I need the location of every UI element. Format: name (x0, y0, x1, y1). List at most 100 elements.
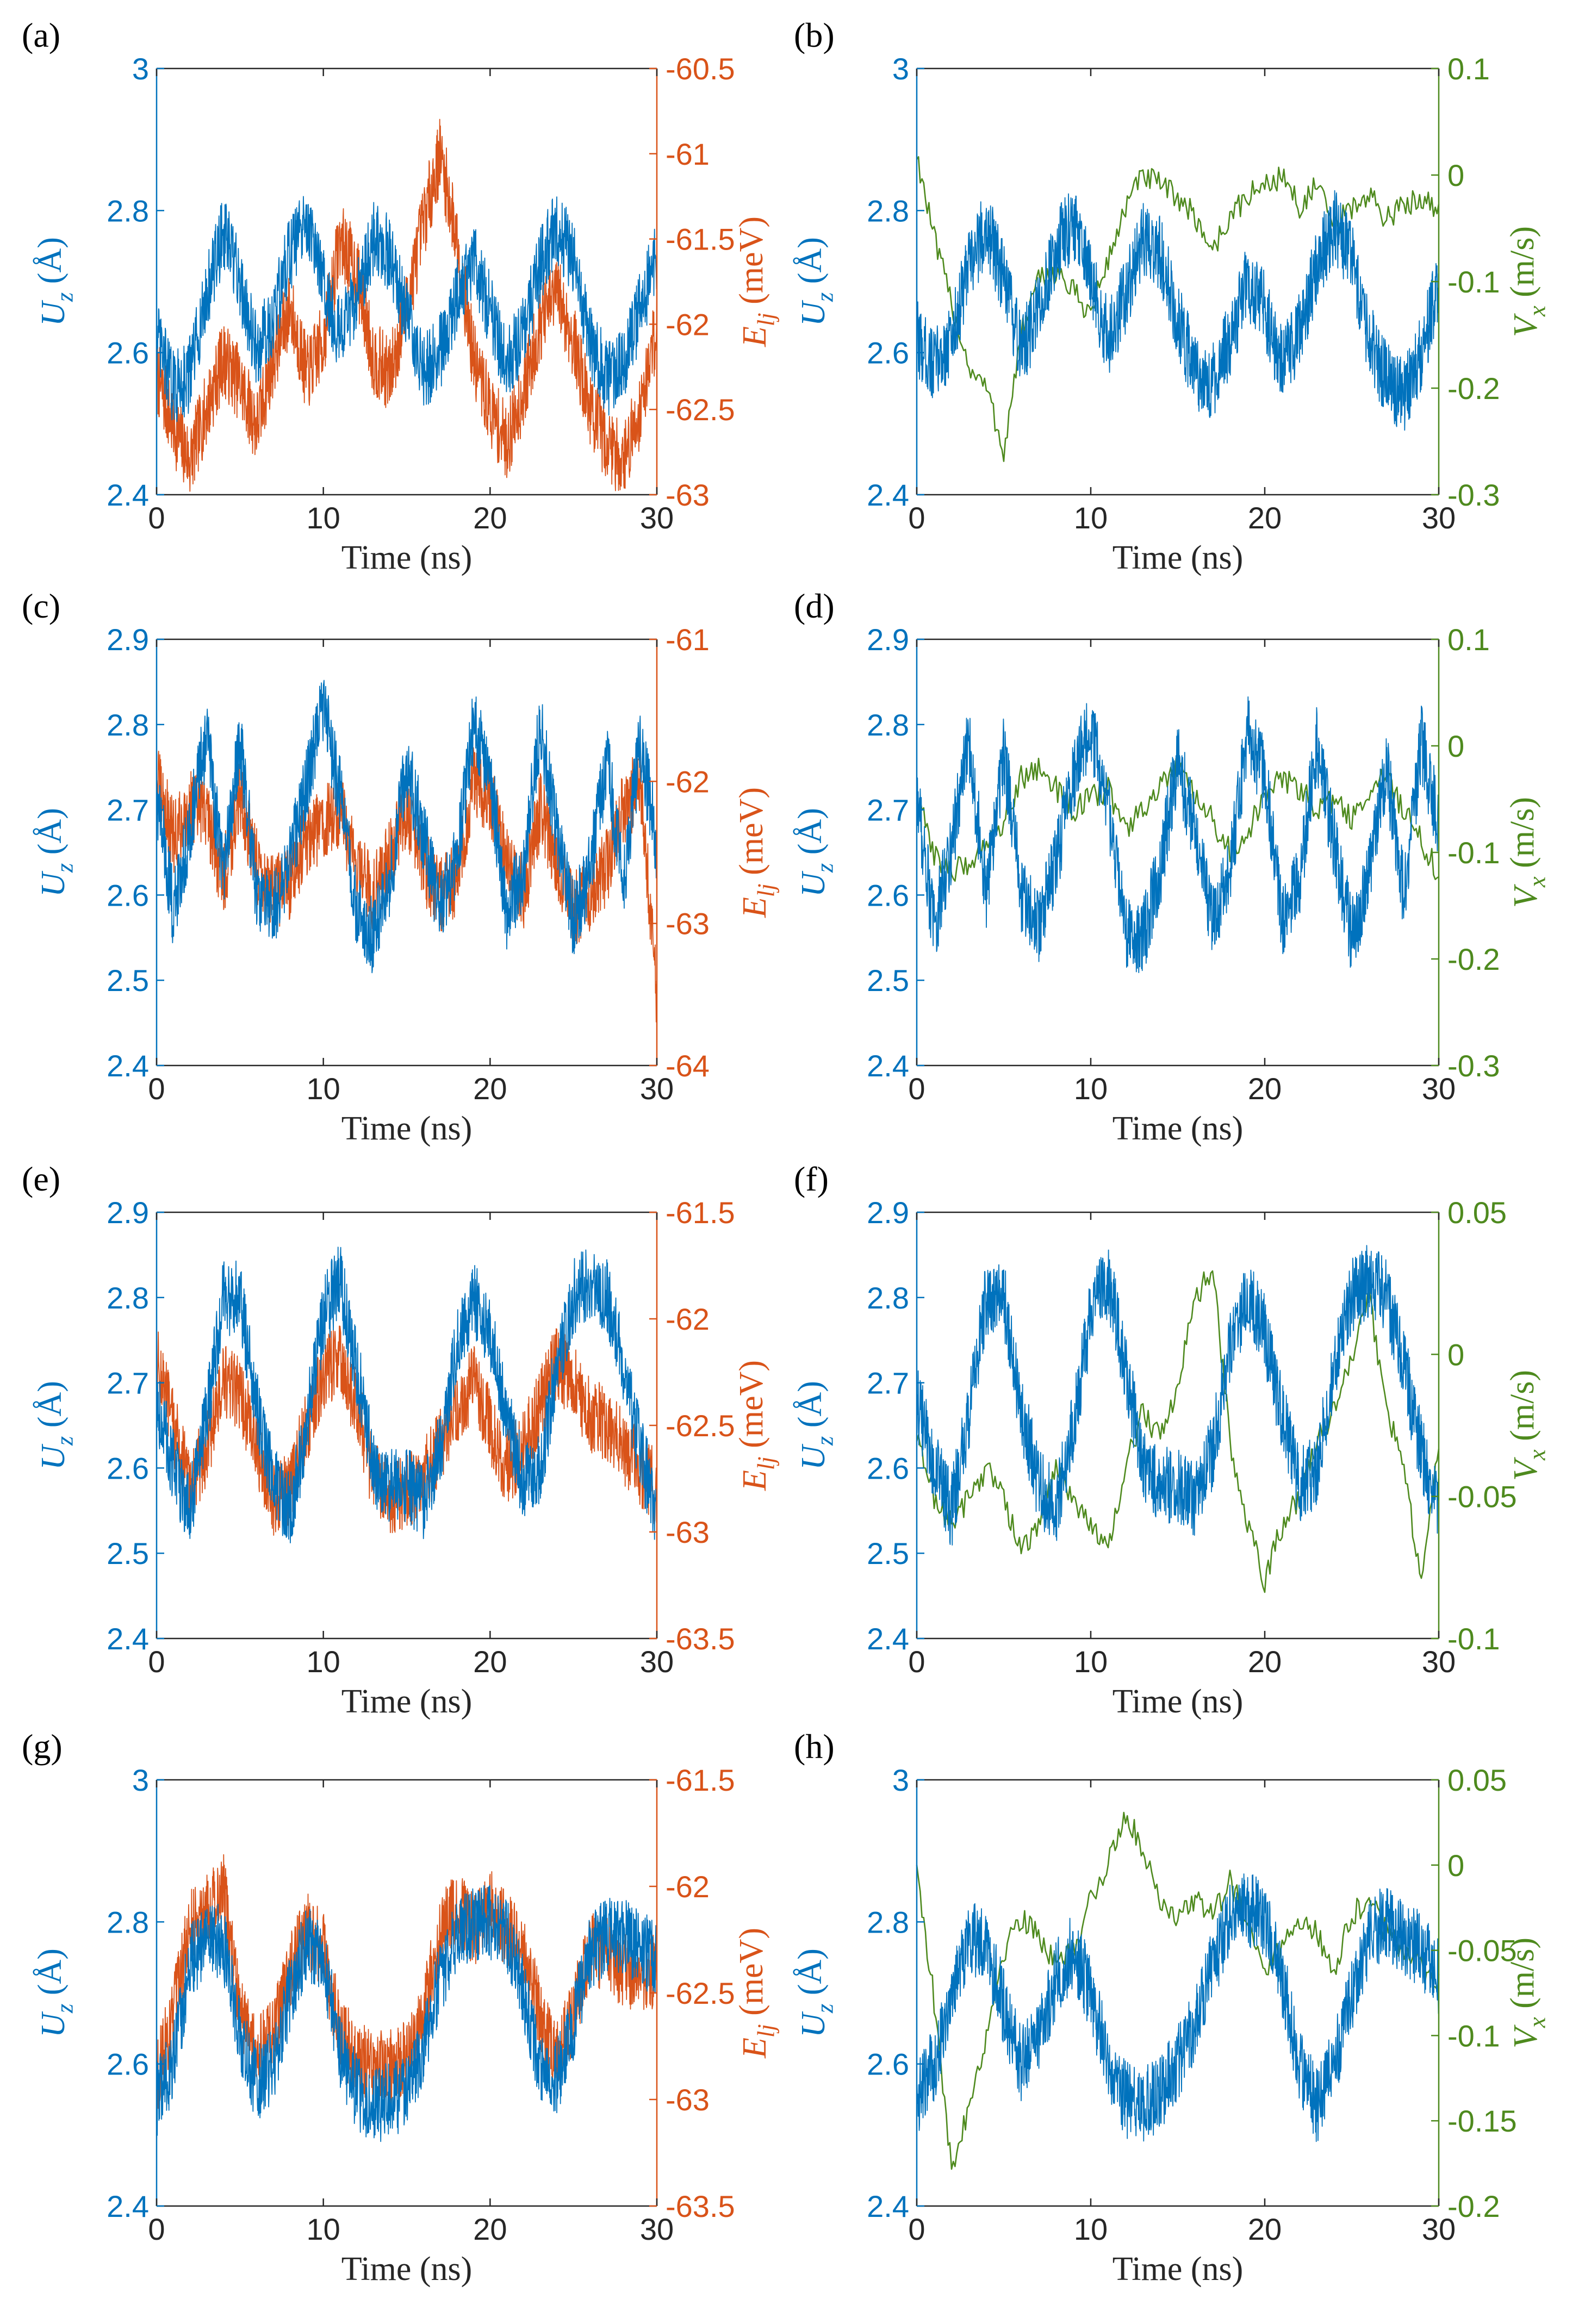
y-tick-label-right: 0 (1447, 158, 1464, 192)
y-tick-label-left: 2.5 (107, 963, 149, 998)
y-tick-label-right: -60.5 (666, 52, 735, 86)
panel-label: (f) (794, 1160, 829, 1198)
x-tick-label: 0 (908, 1644, 925, 1679)
y-tick-label-left: 2.6 (867, 336, 909, 370)
series-line-vx (916, 156, 1440, 462)
y-tick-label-left: 2.8 (107, 194, 149, 228)
y-tick-label-left: 2.4 (867, 1622, 909, 1656)
y-tick-label-left: 3 (892, 52, 909, 86)
y-tick-label-right: -62.5 (666, 392, 735, 427)
y-axis-label-left: Uz (Å) (32, 237, 78, 326)
x-tick-label: 20 (1248, 1644, 1282, 1679)
y-tick-label-left: 2.8 (867, 708, 909, 742)
y-axis-label-right: Elj (meV) (733, 1928, 780, 2059)
y-axis-label-left: Uz (Å) (792, 1948, 838, 2038)
y-axis-label-right: Elj (meV) (733, 787, 780, 918)
y-tick-label-left: 2.6 (107, 336, 149, 370)
x-tick-label: 30 (1422, 2212, 1456, 2246)
y-tick-label-left: 2.6 (867, 2047, 909, 2082)
y-tick-label-right: -64 (666, 1049, 710, 1083)
x-axis-label: Time (ns) (1113, 1110, 1244, 1147)
y-tick-label-right: -0.2 (1447, 942, 1500, 976)
panel-label: (h) (794, 1727, 835, 1766)
series-line-uz (156, 1247, 657, 1543)
y-tick-label-left: 2.7 (867, 793, 909, 827)
panel-g: 0 10 20 30 2.4 2.6 2.8 3 -63.5 -63 -62.5 -62 -61.5 Ti… (22, 1727, 780, 2288)
panel-label: (c) (22, 587, 60, 625)
series-line-uz (916, 1873, 1439, 2142)
y-tick-label-right: -63 (666, 2083, 710, 2117)
series-line-uz (916, 190, 1439, 431)
y-axis-label-left: Uz (Å) (792, 1381, 838, 1470)
y-tick-label-left: 2.9 (867, 622, 909, 657)
y-tick-label-right: -0.1 (1447, 2018, 1500, 2053)
x-axis-label: Time (ns) (341, 1683, 473, 1720)
y-tick-label-left: 2.4 (867, 2189, 909, 2223)
panel-h: 0 10 20 30 2.4 2.6 2.8 3 -0.2 -0.15 -0.1 -0.05 0 0.05… (792, 1727, 1551, 2288)
y-tick-label-right: -61.5 (666, 1195, 735, 1230)
x-tick-label: 10 (307, 1071, 340, 1106)
y-tick-label-left: 2.8 (867, 1905, 909, 1939)
x-tick-label: 20 (473, 1644, 507, 1679)
y-tick-label-left: 2.6 (867, 1451, 909, 1485)
y-tick-label-right: -0.2 (1447, 371, 1500, 406)
y-tick-label-left: 3 (132, 52, 149, 86)
y-tick-label-right: -61.5 (666, 222, 735, 257)
x-tick-label: 10 (1074, 2212, 1108, 2246)
y-tick-label-left: 2.5 (867, 963, 909, 998)
y-tick-label-right: -63 (666, 907, 710, 941)
y-tick-label-right: -0.15 (1447, 2104, 1517, 2138)
y-tick-label-right: 0.05 (1447, 1763, 1507, 1797)
y-tick-label-right: -62.5 (666, 1976, 735, 2010)
y-axis-label-left: Uz (Å) (792, 237, 838, 326)
y-tick-label-right: -61 (666, 137, 710, 171)
x-axis-label: Time (ns) (1113, 2251, 1244, 2288)
x-axis-label: Time (ns) (341, 1110, 473, 1147)
y-axis-label-right: Vx (m/s) (1504, 797, 1551, 908)
series-line-uz (156, 1885, 657, 2142)
y-tick-label-right: 0.1 (1447, 52, 1490, 86)
x-tick-label: 0 (148, 2212, 165, 2246)
y-tick-label-right: -63 (666, 478, 710, 512)
y-axis-label-right: Vx (m/s) (1504, 1370, 1551, 1481)
x-axis-label: Time (ns) (1113, 539, 1244, 576)
y-tick-label-left: 2.4 (107, 1049, 149, 1083)
x-tick-label: 20 (473, 501, 507, 535)
y-tick-label-right: -61 (666, 622, 710, 657)
series-line-elj (156, 119, 657, 492)
y-tick-label-right: -0.1 (1447, 836, 1500, 870)
x-tick-label: 10 (307, 2212, 340, 2246)
y-tick-label-left: 2.7 (867, 1366, 909, 1400)
x-tick-label: 30 (640, 1071, 674, 1106)
x-tick-label: 10 (1074, 501, 1108, 535)
y-tick-label-left: 2.4 (867, 478, 909, 512)
panel-label: (g) (22, 1727, 63, 1766)
y-tick-label-left: 2.5 (107, 1536, 149, 1571)
y-axis-label-left: Uz (Å) (792, 808, 838, 897)
y-tick-label-left: 2.8 (107, 1905, 149, 1939)
y-tick-label-right: -61.5 (666, 1763, 735, 1797)
y-tick-label-right: -0.1 (1447, 1622, 1500, 1656)
y-tick-label-right: -63 (666, 1515, 710, 1549)
y-tick-label-right: -0.3 (1447, 1049, 1500, 1083)
x-tick-label: 30 (640, 1644, 674, 1679)
y-tick-label-left: 2.5 (867, 1536, 909, 1571)
y-tick-label-left: 2.4 (107, 2189, 149, 2223)
y-tick-label-right: 0.05 (1447, 1195, 1507, 1230)
y-tick-label-left: 3 (892, 1763, 909, 1797)
x-tick-label: 10 (1074, 1071, 1108, 1106)
x-axis-label: Time (ns) (1113, 1683, 1244, 1720)
y-tick-label-right: 0.1 (1447, 622, 1490, 657)
x-tick-label: 30 (1422, 1071, 1456, 1106)
series-line-uz (156, 680, 657, 974)
y-tick-label-left: 2.8 (867, 1281, 909, 1315)
series-line-uz (916, 1245, 1439, 1546)
y-tick-label-right: 0 (1447, 1337, 1464, 1372)
panel-f: 0 10 20 30 2.4 2.5 2.6 2.7 2.8 2.9 -0.1 -0.05 0 0.05 T… (792, 1160, 1551, 1720)
y-tick-label-right: -0.1 (1447, 265, 1500, 299)
y-axis-label-right: Vx (m/s) (1504, 226, 1551, 337)
y-axis-label-right: Elj (meV) (733, 216, 780, 347)
x-axis-label: Time (ns) (341, 539, 473, 576)
series-line-vx (916, 1270, 1440, 1593)
